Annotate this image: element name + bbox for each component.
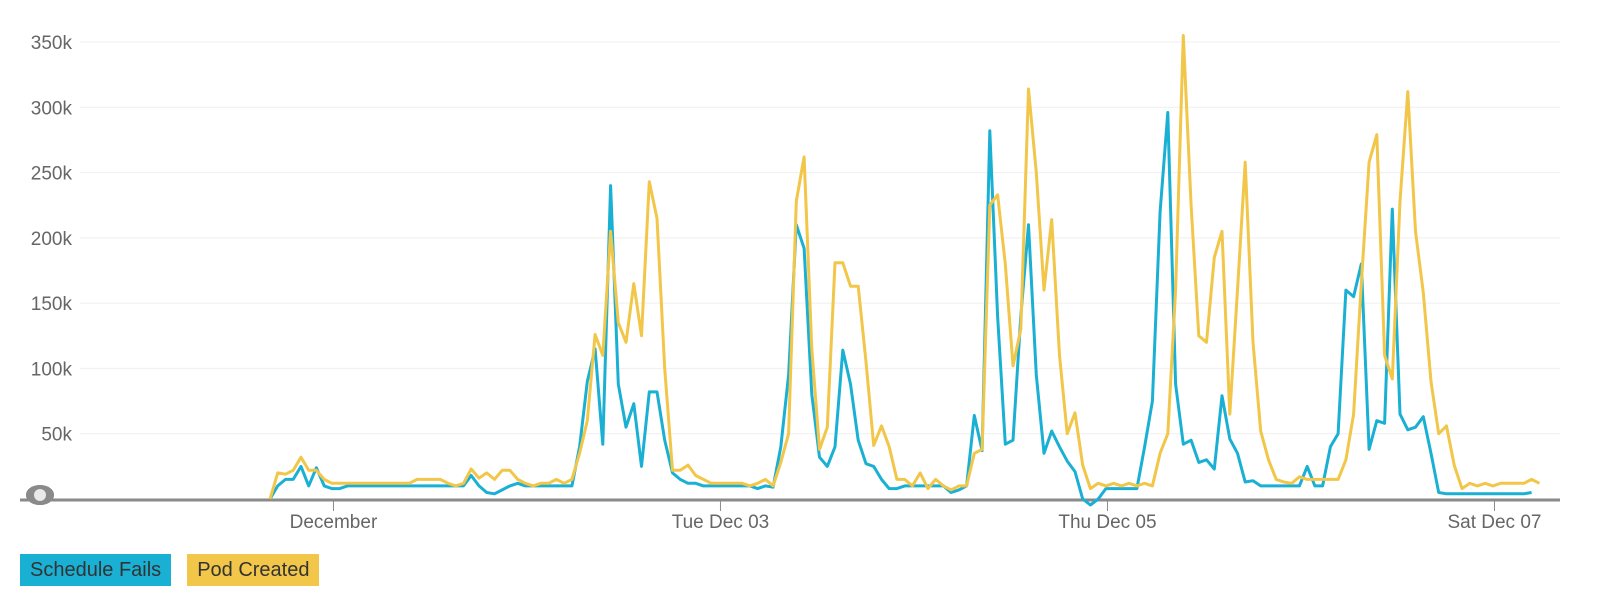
legend: Schedule Fails Pod Created — [20, 554, 320, 586]
gridlines — [80, 41, 1560, 435]
x-axis: December Tue Dec 03 Thu Dec 05 Sat Dec 07 — [20, 498, 1560, 533]
series-group — [268, 34, 1541, 507]
x-tick-label: Tue Dec 03 — [672, 512, 770, 533]
y-tick-label: 350k — [31, 33, 73, 54]
y-tick-label: 250k — [31, 164, 73, 185]
y-tick-label: 150k — [31, 294, 73, 315]
series-line-schedule-fails — [268, 111, 1532, 507]
y-tick-label: 200k — [31, 229, 73, 250]
y-tick-label: 300k — [31, 98, 73, 119]
y-tick-label: 50k — [41, 425, 72, 446]
x-tick-label: Sat Dec 07 — [1447, 512, 1541, 533]
x-tick-label: December — [290, 512, 378, 533]
x-tick-label: Thu Dec 05 — [1058, 512, 1156, 533]
series-line-pod-created — [268, 34, 1541, 500]
legend-item-pod-created[interactable]: Pod Created — [187, 554, 320, 586]
line-chart: 50k 100k 150k 200k 250k 300k 350k December Tue … — [20, 33, 1560, 533]
range-handle-icon[interactable] — [26, 485, 54, 505]
y-axis: 50k 100k 150k 200k 250k 300k 350k — [31, 33, 73, 446]
legend-item-schedule-fails[interactable]: Schedule Fails — [20, 554, 172, 586]
y-tick-label: 100k — [31, 359, 73, 380]
